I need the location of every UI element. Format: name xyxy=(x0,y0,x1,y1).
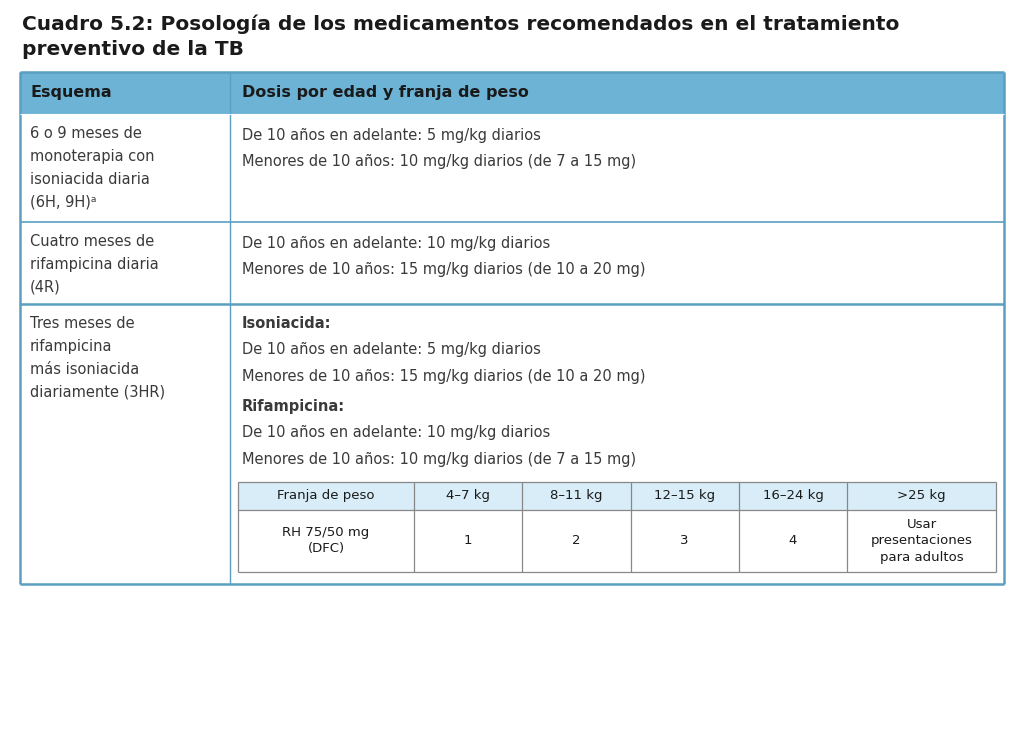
Text: Menores de 10 años: 10 mg/kg diarios (de 7 a 15 mg): Menores de 10 años: 10 mg/kg diarios (de… xyxy=(242,154,636,169)
Text: De 10 años en adelante: 5 mg/kg diarios: De 10 años en adelante: 5 mg/kg diarios xyxy=(242,342,541,358)
Text: Tres meses de
rifampicina
más isoniacida
diariamente (3HR): Tres meses de rifampicina más isoniacida… xyxy=(30,316,165,399)
Text: Cuadro 5.2: Posología de los medicamentos recomendados en el tratamiento: Cuadro 5.2: Posología de los medicamento… xyxy=(22,14,899,33)
Text: >25 kg: >25 kg xyxy=(897,489,946,502)
Text: Usar
presentaciones
para adultos: Usar presentaciones para adultos xyxy=(870,518,973,564)
Text: Menores de 10 años: 10 mg/kg diarios (de 7 a 15 mg): Menores de 10 años: 10 mg/kg diarios (de… xyxy=(242,451,636,466)
Text: 4: 4 xyxy=(788,534,797,547)
Text: Cuatro meses de
rifampicina diaria
(4R): Cuatro meses de rifampicina diaria (4R) xyxy=(30,234,159,295)
Text: 6 o 9 meses de
monoterapia con
isoniacida diaria
(6H, 9H)ᵃ: 6 o 9 meses de monoterapia con isoniacid… xyxy=(30,126,155,209)
Bar xyxy=(238,482,996,510)
Text: 2: 2 xyxy=(572,534,581,547)
Text: 3: 3 xyxy=(680,534,689,547)
Text: 16–24 kg: 16–24 kg xyxy=(763,489,823,502)
Text: Menores de 10 años: 15 mg/kg diarios (de 10 a 20 mg): Menores de 10 años: 15 mg/kg diarios (de… xyxy=(242,262,645,277)
Text: preventivo de la TB: preventivo de la TB xyxy=(22,40,244,59)
Text: Rifampicina:: Rifampicina: xyxy=(242,399,345,414)
Text: Esquema: Esquema xyxy=(30,85,112,101)
Text: De 10 años en adelante: 10 mg/kg diarios: De 10 años en adelante: 10 mg/kg diarios xyxy=(242,425,550,440)
Text: Franja de peso: Franja de peso xyxy=(278,489,375,502)
Text: Menores de 10 años: 15 mg/kg diarios (de 10 a 20 mg): Menores de 10 años: 15 mg/kg diarios (de… xyxy=(242,369,645,384)
Text: RH 75/50 mg
(DFC): RH 75/50 mg (DFC) xyxy=(283,526,370,556)
Bar xyxy=(20,72,1004,114)
Text: Dosis por edad y franja de peso: Dosis por edad y franja de peso xyxy=(242,85,528,101)
Text: 12–15 kg: 12–15 kg xyxy=(654,489,715,502)
Text: 8–11 kg: 8–11 kg xyxy=(550,489,603,502)
Text: 4–7 kg: 4–7 kg xyxy=(446,489,490,502)
Text: 1: 1 xyxy=(464,534,472,547)
Text: De 10 años en adelante: 5 mg/kg diarios: De 10 años en adelante: 5 mg/kg diarios xyxy=(242,128,541,143)
Text: De 10 años en adelante: 10 mg/kg diarios: De 10 años en adelante: 10 mg/kg diarios xyxy=(242,236,550,251)
Text: Isoniacida:: Isoniacida: xyxy=(242,316,332,331)
